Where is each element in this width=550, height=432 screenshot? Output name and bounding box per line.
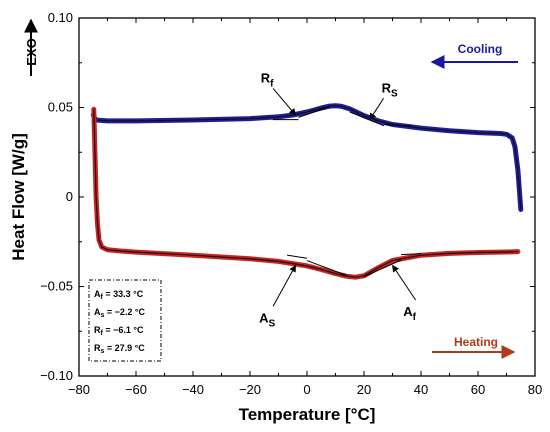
tangent-line (306, 260, 350, 278)
annotation-arrow-rf (272, 88, 297, 116)
tangent-line (383, 124, 413, 127)
x-axis-title: Temperature [°C] (239, 405, 376, 424)
annotation-rf: Rf (261, 70, 274, 89)
x-tick-label: 40 (414, 382, 428, 397)
annotation-arrow-as (272, 264, 297, 307)
heating-legend: Heating (432, 335, 516, 359)
y-axis-ticks: −0.10 −0.05 0 0.05 0.10 (40, 10, 535, 383)
y-tick-label: −0.10 (40, 368, 73, 383)
y-tick-label: 0.10 (48, 10, 73, 25)
cooling-curve-fit (92, 105, 522, 210)
annotation-arrow-rs (369, 98, 385, 121)
info-line: As = −2.2 °C (94, 307, 146, 319)
temperature-info-box: Af = 33.3 °C As = −2.2 °C Rf = −6.1 °C Rs =… (88, 279, 162, 362)
tangent-line (349, 111, 385, 127)
y-tick-label: 0 (66, 189, 73, 204)
x-tick-label: −60 (125, 382, 147, 397)
annotation-layer: Rf RS AS Af (259, 70, 417, 329)
series-layer (90, 103, 524, 280)
heating-legend-label: Heating (454, 335, 498, 349)
annotation-arrow-af (392, 264, 417, 301)
annotation-as: AS (259, 310, 275, 329)
y-tick-label: −0.05 (40, 279, 73, 294)
info-line: Rf = −6.1 °C (94, 325, 144, 337)
annotation-af: Af (403, 304, 416, 323)
heating-curve (91, 106, 521, 280)
tangent-line (298, 106, 330, 118)
tangent-line (363, 259, 402, 278)
x-tick-label: 0 (303, 382, 310, 397)
x-tick-label: −40 (182, 382, 204, 397)
x-tick-label: 20 (357, 382, 371, 397)
info-line: Af = 33.3 °C (94, 289, 144, 301)
x-tick-label: −20 (239, 382, 261, 397)
info-line: Rs = 27.9 °C (94, 343, 145, 355)
x-tick-label: 80 (528, 382, 542, 397)
y-axis-title: Heat Flow [W/g] (9, 133, 28, 260)
x-tick-label: −80 (68, 382, 90, 397)
tangent-line (401, 253, 422, 256)
cooling-legend: Cooling (430, 42, 518, 69)
annotation-rs: RS (382, 80, 398, 99)
y-tick-label: 0.05 (48, 100, 73, 115)
tangent-line (286, 254, 308, 259)
cooling-legend-label: Cooling (458, 42, 503, 56)
x-tick-label: 60 (471, 382, 485, 397)
heating-curve-fit (93, 109, 518, 278)
x-axis-ticks: −80 −60 −40 −20 0 20 40 60 80 (68, 18, 542, 397)
cooling-curve (90, 103, 524, 212)
